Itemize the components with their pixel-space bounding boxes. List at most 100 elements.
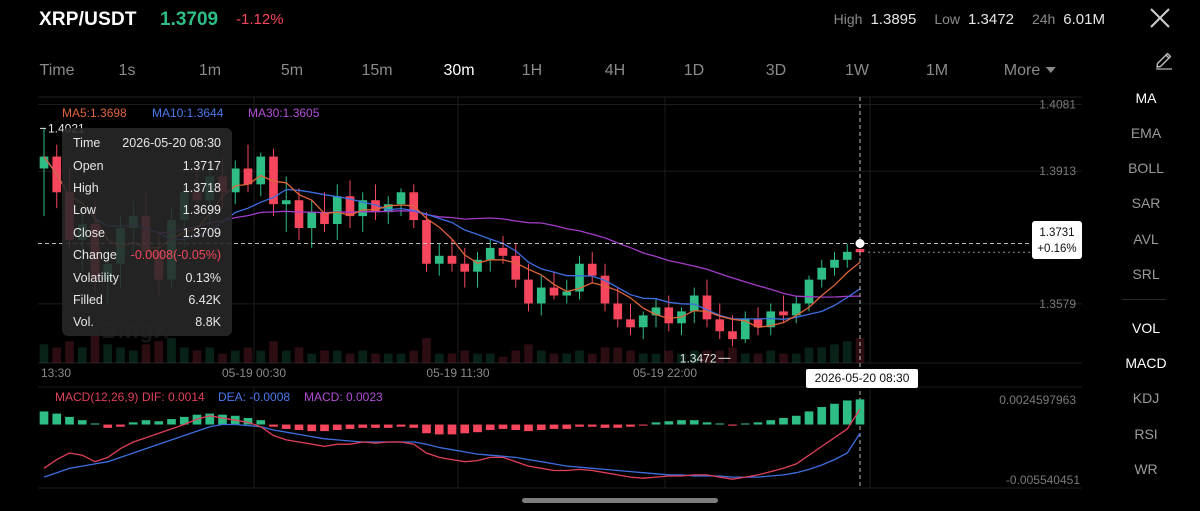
volume-bar [562,353,572,363]
macd-histogram-bar [536,424,546,431]
macd-histogram-bar [205,413,215,425]
indicator-kdj[interactable]: KDJ [1132,390,1160,406]
indicator-ema[interactable]: EMA [1130,125,1162,141]
volume-bar [167,338,176,363]
candle-body [575,263,584,292]
tooltip-key: Low [73,203,96,218]
volume-label: 24h [1031,11,1056,27]
macd-histogram-bar [524,424,533,432]
candle-body [485,247,495,260]
tooltip-row: Time 2026-05-20 08:30 [73,132,221,154]
volume-bar [52,347,62,363]
volume-bar [651,353,661,363]
current-price-percent: +0.16% [1037,243,1077,255]
volume-bar [422,338,431,363]
candle-body [345,196,355,217]
volume-bar [128,350,138,363]
indicator-ma[interactable]: MA [1135,90,1157,106]
macd-histogram-bar [689,420,699,425]
macd-histogram-bar [498,424,508,429]
candle-body [358,200,368,217]
pair-title[interactable]: XRP/USDT [39,9,137,30]
tab-1w[interactable]: 1W [845,62,869,80]
candle-body [230,168,240,193]
macd-histogram-bar [766,420,776,425]
volume-bar [116,347,125,363]
tab-30m[interactable]: 30m [443,62,474,80]
volume-bar [779,353,788,363]
indicator-wr[interactable]: WR [1134,461,1158,477]
macd-title-legend: MACD(12,26,9) [55,390,139,404]
indicator-rsi[interactable]: RSI [1134,426,1158,442]
price-change-percent: -1.12% [236,11,284,28]
macd-histogram-bar [447,424,457,435]
tab-more[interactable]: More [1004,62,1057,80]
volume-bar [460,350,470,363]
tab-1s[interactable]: 1s [119,62,136,80]
macd-histogram-bar [702,422,712,425]
candle-body [638,315,648,328]
close-icon[interactable] [1148,6,1172,30]
tooltip-row: Change -0.0008(-0.05%) [73,244,221,266]
tab-15m[interactable]: 15m [361,62,392,80]
volume-bar [294,347,304,363]
volume-bar [587,353,597,363]
tab-label: Time [39,62,75,79]
volume-bar [740,353,750,363]
candle-body [728,331,737,340]
volume-bar [141,344,151,363]
tab-3d[interactable]: 3D [766,62,786,80]
candle-body [536,287,546,304]
macd-histogram-bar [549,424,559,429]
indicator-srl[interactable]: SRL [1132,266,1160,282]
tooltip-row: Volatility 0.13% [73,266,221,288]
candle-body [779,311,788,316]
candle-body [626,319,635,328]
pencil-icon[interactable] [1154,50,1174,70]
indicator-boll[interactable]: BOLL [1128,160,1164,176]
indicator-macd[interactable]: MACD [1125,355,1167,371]
y-tick-label: 1.4081 [1039,98,1076,112]
macd-histogram-bar [307,424,317,432]
volume-bar [205,347,215,363]
tab-1m[interactable]: 1M [926,62,948,80]
tab-5m[interactable]: 5m [281,62,303,80]
tooltip-value: 2026-05-20 08:30 [122,136,221,151]
indicator-vol[interactable]: VOL [1131,320,1161,336]
macd-histogram-bar [613,424,623,428]
volume-bar [677,353,686,363]
current-price-box: 1.3731 +0.16% [1032,221,1082,259]
indicator-avl[interactable]: AVL [1133,231,1159,247]
tab-4h[interactable]: 4H [605,62,625,80]
tab-1h[interactable]: 1H [522,62,542,80]
macd-histogram-bar [830,403,839,425]
tooltip-value: -0.0008(-0.05%) [130,248,221,263]
indicator-sar[interactable]: SAR [1131,195,1161,211]
tab-label: 3D [765,62,787,79]
volume-bar [409,350,419,363]
tab-1d[interactable]: 1D [684,62,704,80]
home-indicator[interactable] [522,498,718,503]
tab-label: 5m [280,62,304,79]
volume-bar [358,350,368,363]
candle-body [766,311,776,328]
macd-histogram-bar [218,414,227,425]
candle-body [855,249,865,253]
volume-bar [613,347,623,363]
x-tick-label: 05-19 22:00 [633,366,697,380]
tab-1m[interactable]: 1m [199,62,221,80]
tooltip-row: High 1.3718 [73,177,221,199]
volume-bar [498,356,508,363]
macd-histogram-bar [562,424,572,429]
tooltip-value: 1.3699 [182,203,221,218]
volume-bar [536,350,546,363]
macd-histogram-bar [345,424,355,429]
macd-histogram-bar [103,424,113,428]
candle-body [281,200,291,205]
tab-time[interactable]: Time [40,62,75,80]
macd-histogram-bar [664,421,674,425]
volume-bar [804,347,814,363]
macd-histogram-bar [396,424,406,427]
volume-bar [664,350,674,363]
macd-histogram-bar [434,424,444,435]
